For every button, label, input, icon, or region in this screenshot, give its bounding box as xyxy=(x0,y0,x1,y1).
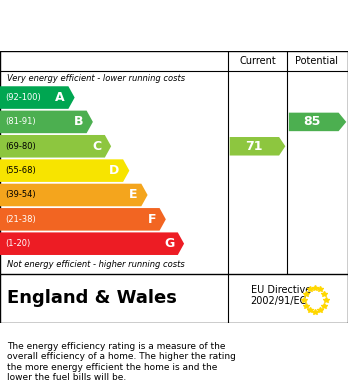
Text: D: D xyxy=(109,164,120,177)
Polygon shape xyxy=(289,113,346,131)
Text: Current: Current xyxy=(239,56,276,66)
Polygon shape xyxy=(0,160,129,182)
Text: B: B xyxy=(74,115,83,128)
Polygon shape xyxy=(0,86,74,109)
Text: (92-100): (92-100) xyxy=(5,93,41,102)
Text: E: E xyxy=(129,188,138,201)
Polygon shape xyxy=(0,184,148,206)
Text: 71: 71 xyxy=(245,140,263,153)
Text: Energy Efficiency Rating: Energy Efficiency Rating xyxy=(14,16,261,34)
Text: F: F xyxy=(148,213,156,226)
Text: 85: 85 xyxy=(304,115,321,128)
Text: Not energy efficient - higher running costs: Not energy efficient - higher running co… xyxy=(7,260,185,269)
Text: Potential: Potential xyxy=(295,56,338,66)
Polygon shape xyxy=(230,137,285,156)
Text: (55-68): (55-68) xyxy=(5,166,36,175)
Polygon shape xyxy=(0,111,93,133)
Text: A: A xyxy=(55,91,65,104)
Text: EU Directive
2002/91/EC: EU Directive 2002/91/EC xyxy=(251,285,311,307)
Text: (39-54): (39-54) xyxy=(5,190,36,199)
Text: England & Wales: England & Wales xyxy=(7,289,177,307)
Text: The energy efficiency rating is a measure of the
overall efficiency of a home. T: The energy efficiency rating is a measur… xyxy=(7,342,236,382)
Text: (21-38): (21-38) xyxy=(5,215,36,224)
Text: (69-80): (69-80) xyxy=(5,142,36,151)
Text: Very energy efficient - lower running costs: Very energy efficient - lower running co… xyxy=(7,74,185,83)
Text: (81-91): (81-91) xyxy=(5,117,36,126)
Text: C: C xyxy=(92,140,101,153)
Polygon shape xyxy=(0,208,166,231)
Text: G: G xyxy=(164,237,174,250)
Polygon shape xyxy=(0,232,184,255)
Text: (1-20): (1-20) xyxy=(5,239,31,248)
Polygon shape xyxy=(0,135,111,158)
